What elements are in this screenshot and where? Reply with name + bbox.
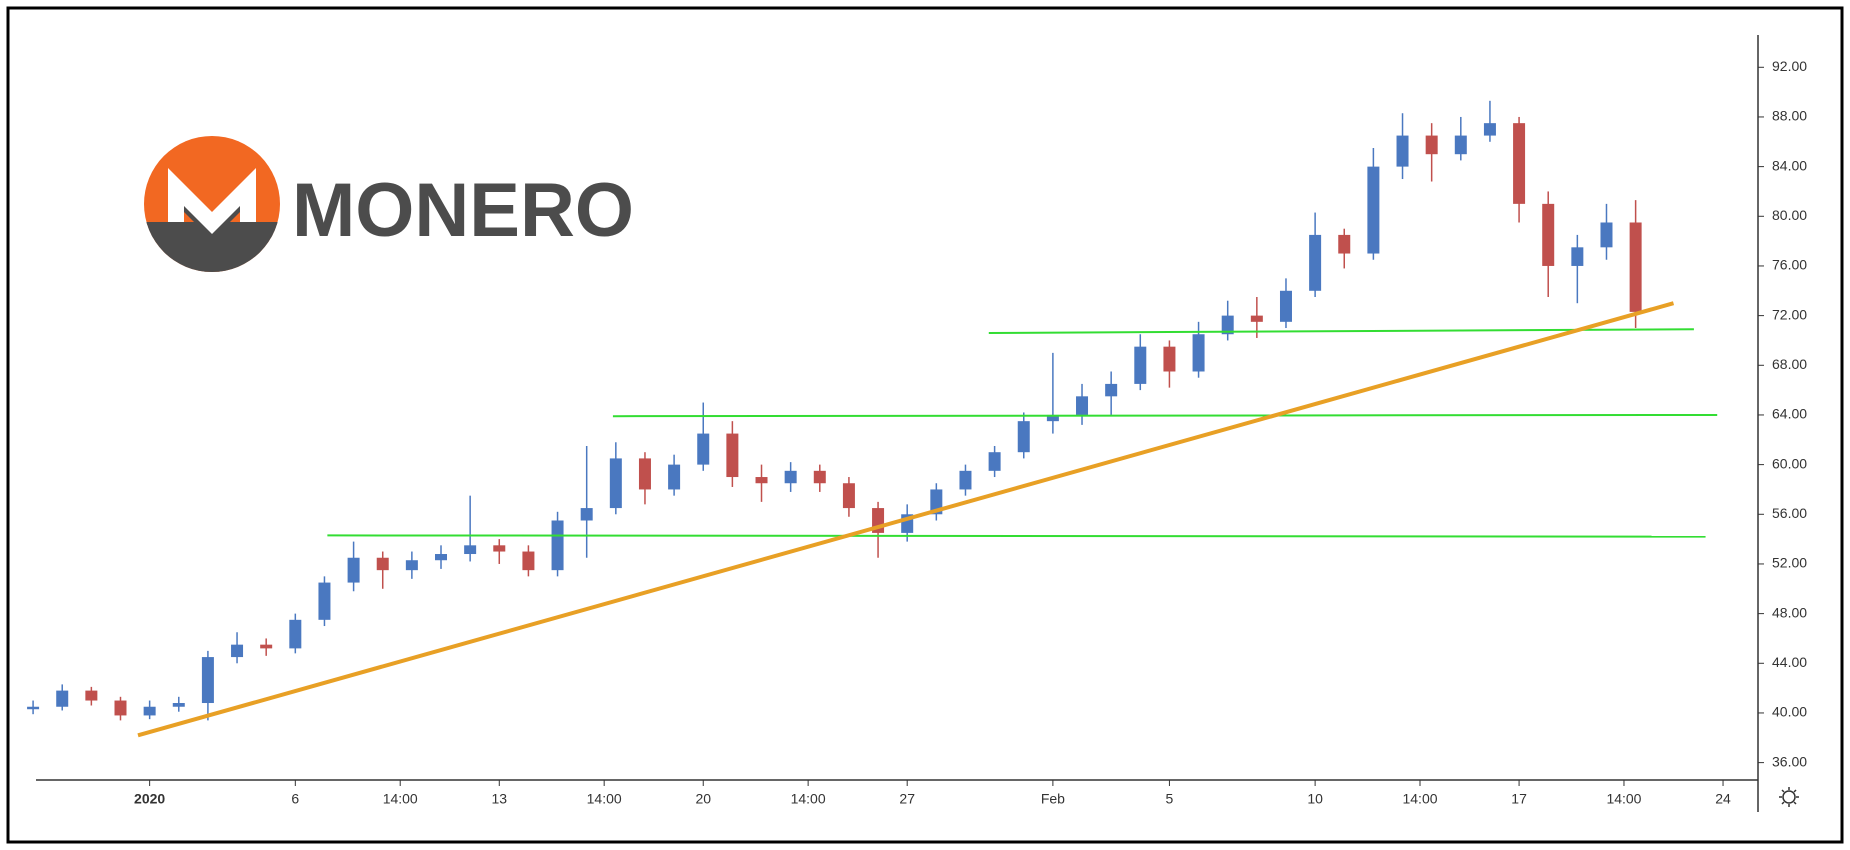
candle-body xyxy=(1017,421,1030,453)
y-tick-label: 72.00 xyxy=(1772,306,1807,322)
candle-body xyxy=(1309,234,1322,291)
y-tick-label: 80.00 xyxy=(1772,207,1807,223)
logo: MONERO xyxy=(144,136,634,272)
candle-body xyxy=(813,470,826,484)
x-tick-label: 24 xyxy=(1715,791,1731,807)
y-tick-label: 36.00 xyxy=(1772,753,1807,769)
x-tick-label: 14:00 xyxy=(383,791,418,807)
y-tick-label: 52.00 xyxy=(1772,555,1807,571)
x-tick-label: 13 xyxy=(491,791,507,807)
y-tick-label: 64.00 xyxy=(1772,406,1807,422)
candle-body xyxy=(988,452,1001,471)
trend-line xyxy=(137,301,1675,738)
x-tick-label: 10 xyxy=(1307,791,1323,807)
gear-teeth[interactable] xyxy=(1779,787,1799,807)
y-tick-label: 68.00 xyxy=(1772,356,1807,372)
y-tick-label: 60.00 xyxy=(1772,455,1807,471)
x-tick-label: 17 xyxy=(1511,791,1527,807)
candle-body xyxy=(114,700,127,716)
x-tick-label: 5 xyxy=(1166,791,1174,807)
candle-body xyxy=(1192,334,1205,372)
candle-body xyxy=(143,706,156,716)
candle-body xyxy=(85,690,98,701)
x-tick-label: Feb xyxy=(1041,791,1065,807)
x-tick-label: 14:00 xyxy=(1402,791,1437,807)
candle-body xyxy=(260,644,273,649)
candle-body xyxy=(1367,166,1380,254)
candle-body xyxy=(1600,222,1613,248)
candle-body xyxy=(435,554,448,561)
trend-line xyxy=(612,413,1718,418)
candle-body xyxy=(1396,135,1409,167)
candle-body xyxy=(1483,123,1496,136)
gear[interactable] xyxy=(1782,790,1796,804)
candle-body xyxy=(376,557,389,571)
frame xyxy=(6,6,1844,844)
candle-body xyxy=(1425,135,1438,155)
candle-body xyxy=(1105,383,1118,397)
candle-body xyxy=(580,508,593,521)
y-tick-label: 92.00 xyxy=(1772,58,1807,74)
x-tick-label: 14:00 xyxy=(587,791,622,807)
y-tick-label: 44.00 xyxy=(1772,654,1807,670)
candle-body xyxy=(27,706,40,710)
candle-body xyxy=(726,433,739,478)
candle-body xyxy=(1076,396,1089,415)
candle-body xyxy=(522,551,535,571)
y-tick-label: 40.00 xyxy=(1772,704,1807,720)
candle-body xyxy=(668,464,681,490)
x-tick-label: 27 xyxy=(899,791,915,807)
candle-body xyxy=(56,690,69,707)
candle-body xyxy=(551,520,564,571)
candle-body xyxy=(959,470,972,490)
brand-name: MONERO xyxy=(292,168,634,253)
x-tick-label: 2020 xyxy=(134,791,165,807)
candle-body xyxy=(347,557,360,583)
y-tick-label: 48.00 xyxy=(1772,604,1807,620)
candle-body xyxy=(231,644,244,658)
candle-body xyxy=(1571,247,1584,266)
candle-body xyxy=(638,458,651,490)
y-tick-label: 76.00 xyxy=(1772,257,1807,273)
candle-body xyxy=(1338,234,1351,254)
x-tick-label: 14:00 xyxy=(1606,791,1641,807)
candle-body xyxy=(1513,123,1526,204)
candle-body xyxy=(697,433,710,465)
candle-body xyxy=(172,703,185,707)
logo-m xyxy=(168,168,256,234)
candle-body xyxy=(1163,346,1176,372)
x-tick-label: 20 xyxy=(695,791,711,807)
settings-icon[interactable] xyxy=(1779,787,1799,807)
candle-body xyxy=(784,470,797,484)
y-tick-label: 56.00 xyxy=(1772,505,1807,521)
y-tick-label: 88.00 xyxy=(1772,108,1807,124)
candle-body xyxy=(1134,346,1147,384)
candle-body xyxy=(405,560,418,571)
candle-body xyxy=(289,619,302,649)
candle-body xyxy=(1279,290,1292,322)
candle-body xyxy=(201,657,214,704)
candle-body xyxy=(842,483,855,509)
candle-body xyxy=(1629,222,1642,312)
x-tick-label: 6 xyxy=(291,791,299,807)
trend-line xyxy=(327,534,1706,538)
candle-body xyxy=(493,545,506,552)
candle-body xyxy=(1454,135,1467,155)
candle-body xyxy=(1221,315,1234,335)
candle-body xyxy=(755,477,768,484)
candle-body xyxy=(464,545,477,555)
candle-body xyxy=(1250,315,1263,322)
candle-body xyxy=(609,458,622,509)
x-tick-label: 14:00 xyxy=(791,791,826,807)
y-tick-label: 84.00 xyxy=(1772,157,1807,173)
candle-body xyxy=(1046,414,1059,422)
candle-body xyxy=(318,582,331,620)
candle-body xyxy=(1542,203,1555,266)
